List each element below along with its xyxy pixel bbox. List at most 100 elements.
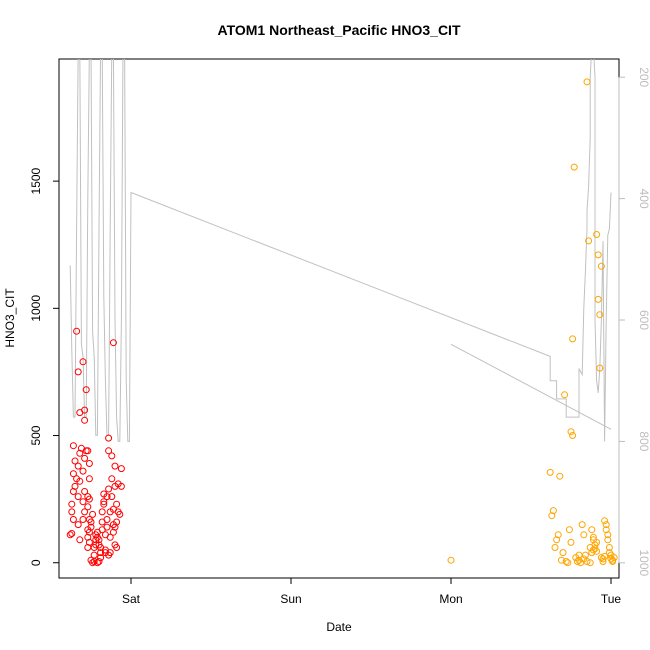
pressure-line [69,59,612,442]
right-tick-label: 200 [637,67,650,87]
data-point [68,530,76,537]
data-point [108,452,116,460]
right-tick-label: 400 [637,189,650,209]
data-point [604,536,612,544]
data-point [117,465,125,473]
data-point [594,251,602,259]
data-point [578,521,586,529]
data-point [81,488,89,495]
data-point [113,518,121,526]
data-point [87,523,95,531]
data-point [74,521,82,529]
data-point [74,462,82,470]
data-point [113,544,121,551]
data-point [108,475,116,483]
data-point [100,500,108,508]
data-point [71,482,79,490]
data-point [79,358,87,366]
data-point [605,544,613,551]
data-point [105,447,113,455]
data-point [567,538,575,546]
data-point [85,460,93,467]
data-point [93,559,101,567]
data-point [593,231,601,238]
data-point [84,493,92,501]
data-point [82,386,90,394]
x-axis-label: Date [326,620,352,634]
data-point [569,335,577,343]
data-point [90,551,98,559]
data-point [546,468,554,476]
data-point [108,493,116,501]
data-point [68,508,76,516]
data-point [609,558,617,565]
data-point [447,556,455,564]
data-point [586,559,594,567]
data-point [567,428,575,436]
data-point [583,78,591,86]
data-point [601,552,609,560]
data-point [117,482,125,490]
data-point [111,462,119,470]
data-point [561,391,569,399]
right-tick-label: 1000 [637,549,650,576]
bottom-axis: Sat Sun Mon Tue [122,577,621,606]
left-tick-label: 1000 [29,295,43,322]
bottom-tick-label: Sun [280,592,301,606]
data-point [69,470,77,478]
data-point [602,521,610,529]
data-point [610,554,618,562]
data-point [76,536,84,544]
data-point [562,558,570,565]
data-point [87,518,95,526]
data-point [588,526,596,534]
data-point [98,508,106,516]
data-point [601,517,609,525]
plot-border [58,58,620,579]
data-point [81,416,89,424]
data-point [559,549,567,557]
data-point [553,536,561,544]
data-point [95,536,103,544]
data-point [74,368,82,376]
data-point [103,493,111,501]
data-point [594,295,602,303]
data-point [89,559,97,567]
right-tick-label: 600 [637,310,650,330]
data-point [84,503,92,511]
bottom-tick-label: Mon [439,592,462,606]
data-point [116,510,124,518]
left-axis: 0 500 1000 1500 [29,167,60,566]
data-point [557,556,565,564]
right-axis: 200 400 600 800 1000 [618,67,650,576]
data-point [575,551,583,559]
data-point [76,477,84,485]
data-point [106,533,114,541]
data-point [597,554,605,562]
data-points [66,78,618,567]
data-point [565,526,573,534]
right-tick-label: 800 [637,431,650,451]
data-point [84,447,92,455]
data-point [97,554,105,562]
left-tick-label: 0 [29,559,43,566]
data-point [573,558,581,565]
data-point [71,457,79,465]
data-point [66,531,74,539]
data-point [570,163,578,171]
data-point [596,364,604,372]
data-point [79,467,87,475]
data-point [549,507,557,515]
data-point [589,546,597,554]
data-point [604,531,612,539]
y-axis-label: HNO3_CIT [3,288,17,348]
data-point [95,558,103,565]
left-tick-label: 1500 [29,167,43,194]
data-point [596,311,604,319]
data-point [85,475,93,483]
data-point [79,498,87,506]
data-point [580,531,588,539]
data-point [583,558,591,565]
data-point [581,551,589,559]
data-point [69,516,77,523]
